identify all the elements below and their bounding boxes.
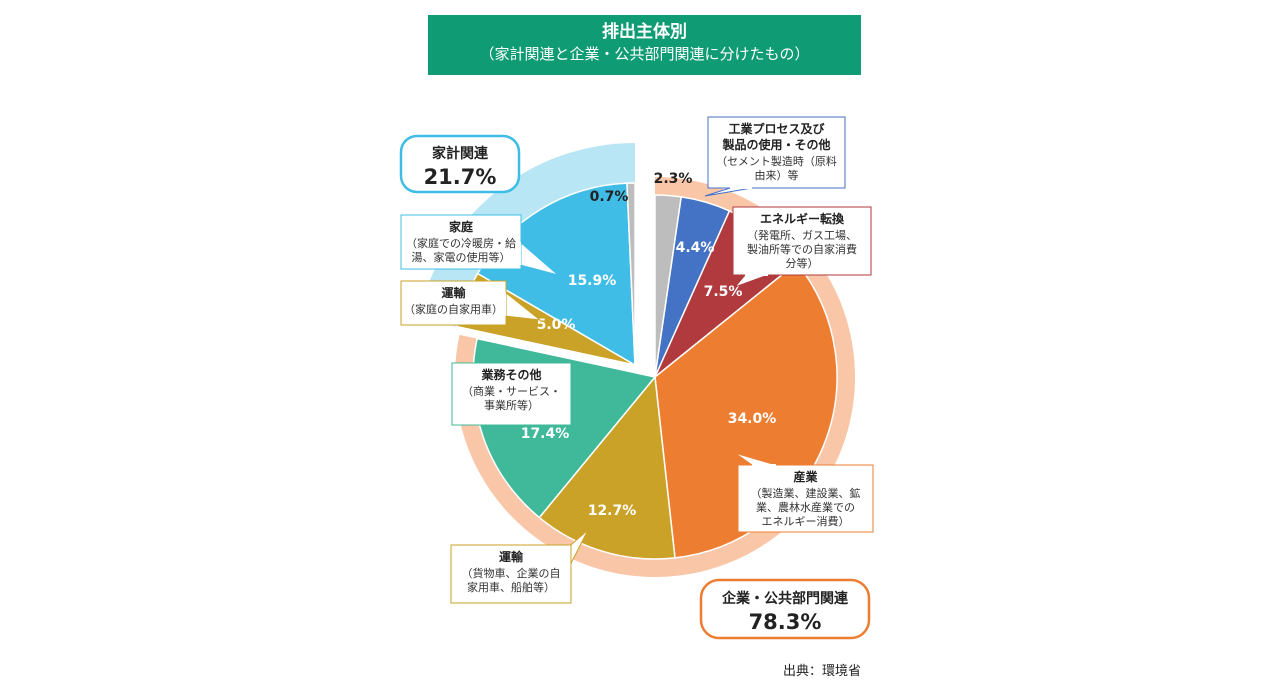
group-corporate-title: 企業・公共部門関連 [721,590,849,607]
callout-energy-desc: （発電所、ガス工場、 [747,228,857,242]
callout-household-title: 家庭 [449,219,473,234]
callout-other-desc: 由来）等 [755,168,799,182]
callout-household-desc: 湯、家電の使用等） [412,250,511,264]
callout-industry-desc: エネルギー消費） [762,514,850,528]
callout-transport-business-box [450,544,572,604]
callout-energy-title: エネルギー転換 [760,211,845,226]
value-label-transport-business: 12.7% [588,503,637,519]
callout-household: 家庭 （家庭での冷暖房・給湯、家電の使用等） [400,214,559,276]
group-corporate-box [699,578,871,640]
callout-household-box [400,214,522,270]
value-label-industry: 34.0% [728,411,777,427]
callout-transport-business-desc: （貨物車、企業の自 [462,566,561,580]
callout-industry-title: 産業 [793,469,818,484]
callout-energy-box [732,206,872,276]
group-corporate-callout: 企業・公共部門関連 78.3% [699,578,871,640]
slice-household-other [626,182,636,366]
callout-transport-business-title: 運輸 [499,549,524,564]
group-household-box [399,134,521,194]
callout-household-desc: （家庭での冷暖房・給 [406,236,516,250]
callout-commercial-box [451,362,572,426]
value-label-other: 2.3% [654,171,693,187]
callout-transport-household-title: 運輸 [441,285,466,300]
value-label-commercial: 17.4% [521,426,570,442]
callout-other-box [707,116,846,189]
group-corporate-value: 78.3% [749,610,822,634]
callout-commercial: 業務その他 （商業・サービス・事業所等） [451,362,572,426]
callout-other-title: 製品の使用・その他 [721,137,830,152]
callout-industry-box [737,464,874,533]
callout-other-desc: （セメント製造時（原料 [716,154,837,168]
callout-industry-desc: 業、農林水産業での [756,500,855,514]
callout-commercial-desc: （商業・サービス・ [462,384,561,398]
callout-commercial-desc: 事業所等） [484,398,539,412]
chart-title: 排出主体別 [602,22,687,42]
callout-energy-desc: 分等） [786,256,819,270]
callout-transport-business-desc: 家用車、船舶等） [467,580,555,594]
value-label-transport-household: 5.0% [537,317,576,333]
callout-transport-household-desc: （家庭の自家用車） [404,302,503,316]
group-household-value: 21.7% [424,165,497,189]
value-label-energy: 7.5% [704,284,743,300]
value-label-household-other: 0.7% [590,189,629,205]
value-label-household: 15.9% [568,273,617,289]
slice-transport-business [538,375,676,560]
callout-industry-desc: （製造業、建設業、鉱 [751,486,861,500]
chart-title-box: 排出主体別 （家計関連と企業・公共部門関連に分けたもの） [428,15,861,75]
value-label-industrial-process: 4.4% [676,240,715,256]
chart-subtitle: （家計関連と企業・公共部門関連に分けたもの） [479,45,810,63]
callout-commercial-title: 業務その他 [480,367,541,382]
group-household-callout: 家計関連 21.7% [399,134,521,194]
source-note: 出典：環境省 [783,664,862,679]
callout-other-title: 工業プロセス及び [728,121,825,136]
callout-energy-desc: 製油所等での自家消費 [747,242,857,256]
callout-transport-household-box [400,280,507,326]
group-household-title: 家計関連 [432,145,489,162]
callout-transport-household: 運輸 （家庭の自家用車） [400,280,542,326]
